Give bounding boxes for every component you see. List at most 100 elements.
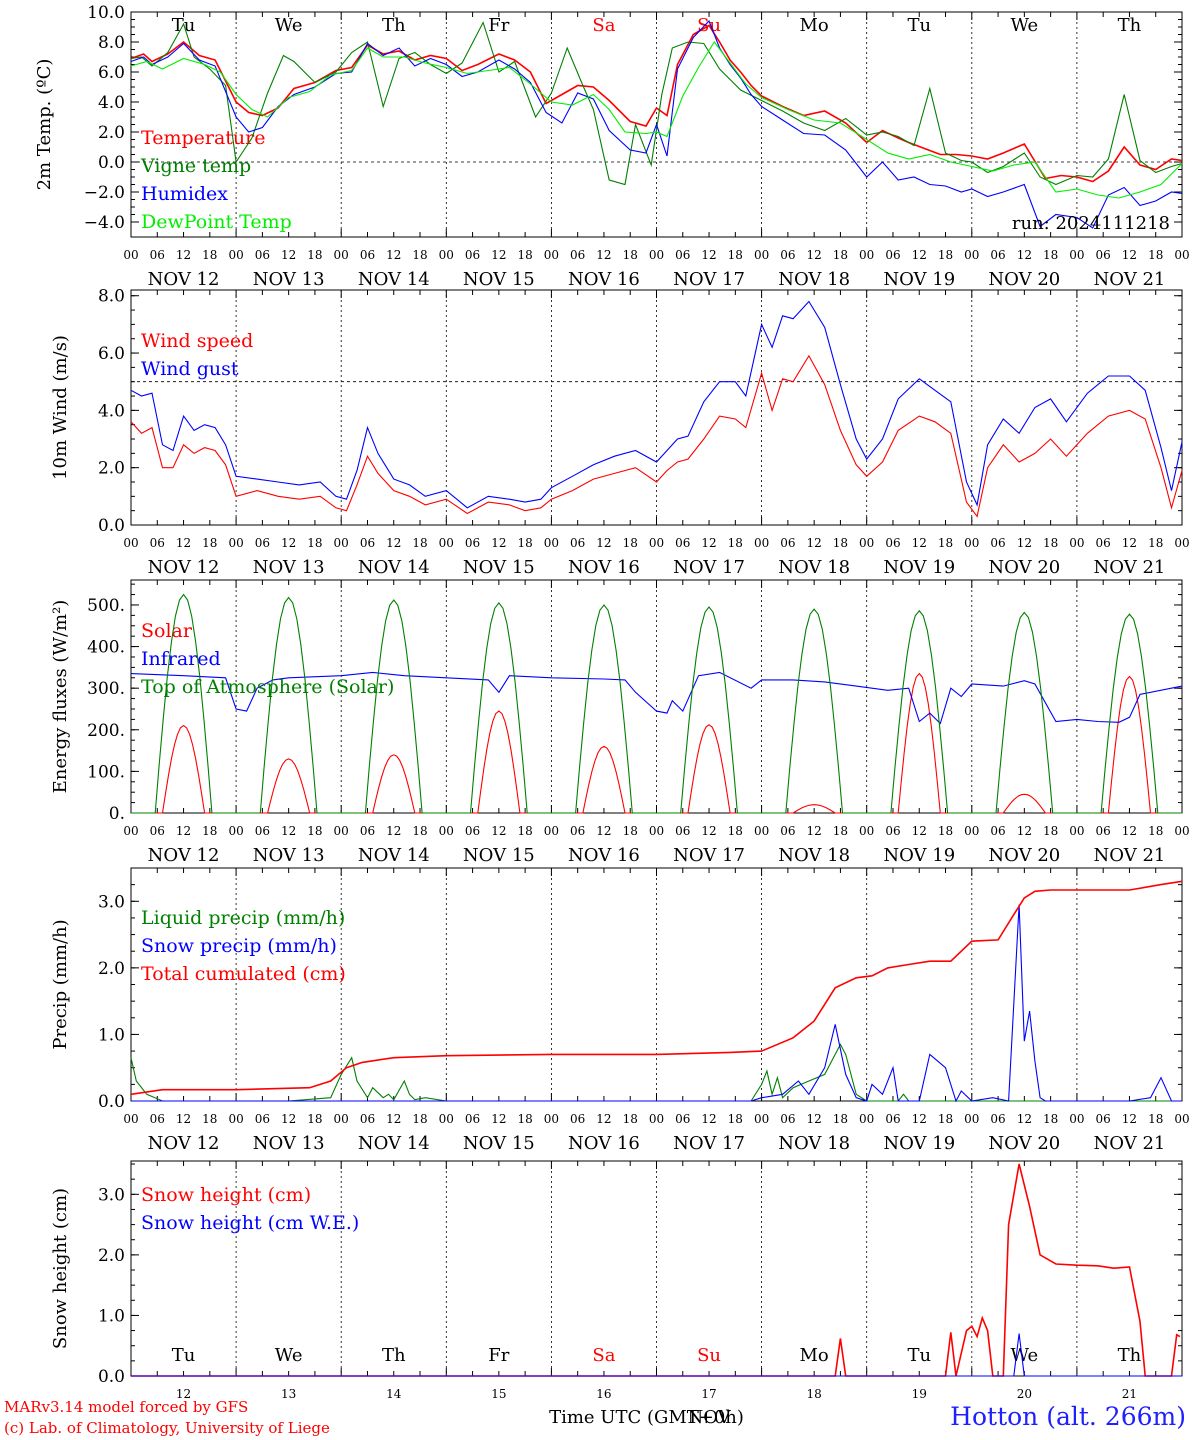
hour-label: 00 <box>859 824 874 838</box>
hour-label: 12 <box>281 824 296 838</box>
hour-label: 00 <box>964 536 979 550</box>
hour-label: 06 <box>990 824 1005 838</box>
date-label: NOV 12 <box>148 557 220 578</box>
legend-entry: Solar <box>141 620 193 642</box>
y-tick-label: 300. <box>87 679 125 699</box>
hour-label: 12 <box>176 536 191 550</box>
hour-label: 12 <box>1017 1112 1032 1126</box>
date-label: NOV 21 <box>1094 1133 1166 1154</box>
hour-label: 12 <box>386 536 401 550</box>
date-label: NOV 20 <box>988 269 1060 290</box>
date-label: NOV 20 <box>988 557 1060 578</box>
hour-label: 00 <box>1069 1112 1084 1126</box>
date-label: NOV 17 <box>673 557 745 578</box>
hour-label: 00 <box>544 248 559 262</box>
hour-label: 00 <box>544 824 559 838</box>
y-tick-label: 8.0 <box>98 287 125 307</box>
hour-label: 18 <box>1043 824 1058 838</box>
y-tick-label: 2.0 <box>98 959 125 979</box>
date-label: NOV 21 <box>1094 557 1166 578</box>
hour-label: 06 <box>990 1112 1005 1126</box>
hour-label: 12 <box>596 824 611 838</box>
hour-label: 18 <box>517 536 532 550</box>
hour-label: 12 <box>281 536 296 550</box>
legend-entry: Snow height (cm) <box>141 1184 311 1206</box>
series-line <box>131 593 1182 814</box>
day-number-label: 18 <box>807 1387 822 1401</box>
y-axis-label: Precip (mm/h) <box>50 919 71 1049</box>
hour-label: 00 <box>1174 536 1189 550</box>
hour-label: 06 <box>1096 1112 1111 1126</box>
weekday-label: We <box>1011 1345 1039 1366</box>
date-label: NOV 20 <box>988 1133 1060 1154</box>
series-line <box>130 300 1183 509</box>
hour-label: 00 <box>649 1112 664 1126</box>
hour-label: 00 <box>1069 824 1084 838</box>
day-number-label: 14 <box>386 1387 402 1401</box>
hour-label: 18 <box>728 1112 743 1126</box>
y-tick-label: 6.0 <box>98 344 125 364</box>
legend-entry: Vigne temp <box>140 155 251 177</box>
y-tick-label: 0.0 <box>98 516 125 536</box>
hour-label: 18 <box>1148 248 1163 262</box>
hour-label: 06 <box>360 248 375 262</box>
hour-label: 18 <box>1148 824 1163 838</box>
legend-entry: Temperature <box>141 127 265 149</box>
hour-label: 12 <box>176 824 191 838</box>
hour-label: 18 <box>728 824 743 838</box>
hour-label: 00 <box>649 248 664 262</box>
hour-label: 12 <box>1122 1112 1137 1126</box>
hour-label: 06 <box>255 1112 270 1126</box>
date-label: NOV 19 <box>883 557 955 578</box>
hour-label: 12 <box>701 248 716 262</box>
y-tick-label: 2.0 <box>98 123 125 143</box>
hour-label: 00 <box>228 824 243 838</box>
hour-label: 12 <box>491 248 506 262</box>
weekday-label: We <box>275 15 303 36</box>
hour-label: 18 <box>728 248 743 262</box>
hour-label: 12 <box>176 248 191 262</box>
day-number-label: 17 <box>701 1387 716 1401</box>
y-tick-label: 0.0 <box>98 1092 125 1112</box>
weekday-label: We <box>1011 15 1039 36</box>
hour-label: 06 <box>150 1112 165 1126</box>
y-axis-label: Energy fluxes (W/m²) <box>50 600 71 794</box>
hour-label: 12 <box>386 1112 401 1126</box>
date-label: NOV 17 <box>673 1133 745 1154</box>
hour-label: 12 <box>1017 248 1032 262</box>
hour-label: 06 <box>360 824 375 838</box>
run-label: run: 2024111218 <box>1012 213 1170 234</box>
hour-label: 18 <box>307 824 322 838</box>
hour-label: 00 <box>334 536 349 550</box>
hour-label: 12 <box>701 1112 716 1126</box>
hour-label: 00 <box>649 824 664 838</box>
legend-entry: Wind speed <box>141 330 253 352</box>
station-name: Hotton (alt. 266m) <box>950 1402 1186 1431</box>
date-label: NOV 13 <box>253 269 325 290</box>
date-label: NOV 13 <box>253 845 325 866</box>
legend-entry: Total cumulated (cm) <box>141 963 346 985</box>
y-tick-label: 100. <box>87 762 125 782</box>
hour-label: 18 <box>623 536 638 550</box>
date-label: NOV 14 <box>358 557 430 578</box>
date-label: NOV 13 <box>253 557 325 578</box>
series-line <box>130 671 1183 725</box>
series-line <box>130 21 1183 186</box>
hour-label: 00 <box>439 1112 454 1126</box>
hour-label: 12 <box>176 1112 191 1126</box>
hour-label: 12 <box>596 1112 611 1126</box>
hour-label: 00 <box>964 1112 979 1126</box>
y-tick-label: 6.0 <box>98 63 125 83</box>
hour-label: 00 <box>544 536 559 550</box>
y-tick-label: 0.0 <box>98 153 125 173</box>
day-number-label: 13 <box>281 1387 296 1401</box>
hour-label: 12 <box>491 536 506 550</box>
hour-label: 18 <box>623 248 638 262</box>
hour-label: 18 <box>412 248 427 262</box>
y-tick-label: −4.0 <box>84 213 125 233</box>
series-line <box>130 19 1183 229</box>
day-number-label: 20 <box>1017 1387 1032 1401</box>
legend-entry: Top of Atmosphere (Solar) <box>141 676 394 698</box>
hour-label: 18 <box>1148 1112 1163 1126</box>
y-tick-label: 10.0 <box>87 3 125 23</box>
